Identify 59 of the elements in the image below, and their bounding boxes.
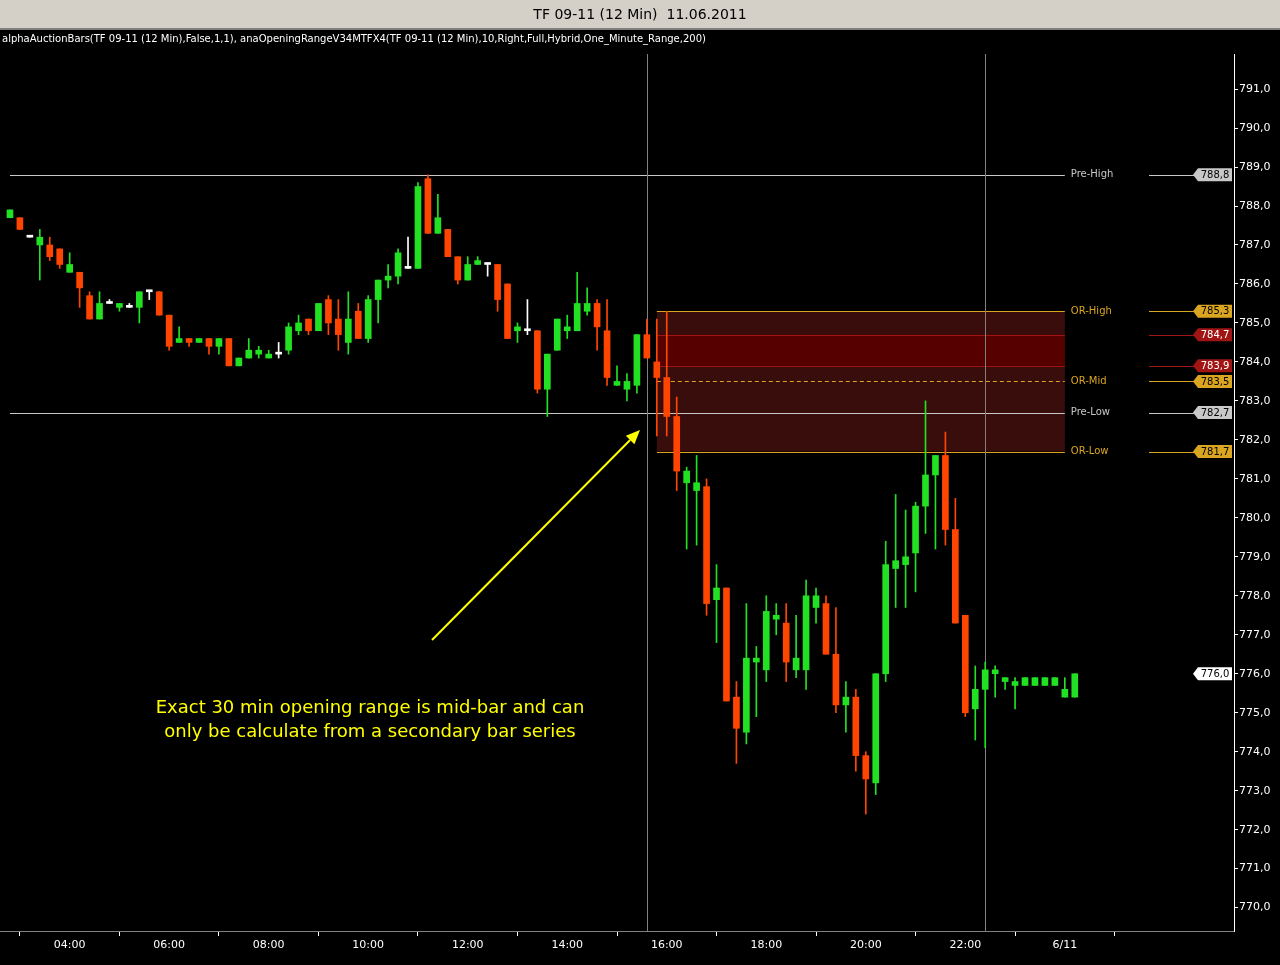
annotation: Exact 30 min opening range is mid-bar and can only be calculate from a secondary bar series xyxy=(155,695,585,741)
candlestick xyxy=(404,236,412,269)
candlestick xyxy=(36,229,44,281)
x-tick-label: 6/11 xyxy=(1052,938,1078,952)
y-tick-label: 785,0 xyxy=(1239,315,1271,329)
y-tick-label: 777,0 xyxy=(1239,627,1271,641)
y-tick-label: 782,0 xyxy=(1239,432,1271,446)
y-tick-label: 771,0 xyxy=(1239,861,1271,875)
candlestick xyxy=(981,661,989,749)
y-tick-label: 787,0 xyxy=(1239,237,1271,251)
y-tick-label: 781,0 xyxy=(1239,471,1271,485)
x-tick-label: 20:00 xyxy=(849,938,882,952)
y-tick-label: 775,0 xyxy=(1239,705,1271,719)
x-tick-label: 04:00 xyxy=(53,938,86,952)
candlestick xyxy=(772,603,780,636)
candlestick xyxy=(752,646,760,717)
candlestick xyxy=(613,365,621,386)
y-tick-label: 779,0 xyxy=(1239,549,1271,563)
y-tick-label: 778,0 xyxy=(1239,588,1271,602)
x-tick-label: 18:00 xyxy=(750,938,783,952)
x-tick-label: 16:00 xyxy=(650,938,683,952)
y-tick-label: 770,0 xyxy=(1239,900,1271,914)
y-tick-label: 791,0 xyxy=(1239,81,1271,95)
x-tick-label: 22:00 xyxy=(949,938,982,952)
y-tick-label: 774,0 xyxy=(1239,744,1271,758)
ref-line-label: 783,9 xyxy=(1200,359,1230,371)
ref-line-label: 781,7 xyxy=(1200,445,1230,457)
candlestick xyxy=(145,289,153,300)
y-tick-label: 776,0 xyxy=(1239,666,1271,680)
ref-line-label: OR-Low xyxy=(1070,445,1109,457)
ref-line-label: OR-High xyxy=(1070,304,1112,316)
annotation: 776,0 xyxy=(1200,667,1230,679)
y-tick-label: 790,0 xyxy=(1239,120,1271,134)
candlestick xyxy=(653,318,661,437)
ref-line-label: OR-Mid xyxy=(1070,375,1107,387)
chart-subtitle: alphaAuctionBars(TF 09-11 (12 Min),False,1,1), anaOpeningRangeV34MTFX4(TF 09-11 (12 Min),10,Right,Full,Hybrid,One_Minute_Range,200) xyxy=(2,33,706,44)
ref-line-label: 783,5 xyxy=(1200,375,1230,387)
y-tick-label: 788,0 xyxy=(1239,198,1271,212)
ref-line-label: Pre-Low xyxy=(1070,406,1111,418)
chart-title: TF 09-11 (12 Min) 11.06.2011 xyxy=(0,0,1280,30)
ref-line-label: 782,7 xyxy=(1200,406,1230,418)
x-tick-label: 12:00 xyxy=(451,938,484,952)
y-tick-label: 780,0 xyxy=(1239,510,1271,524)
ref-line-label: Pre-High xyxy=(1070,168,1114,180)
y-tick-label: 773,0 xyxy=(1239,783,1271,797)
y-tick-label: 786,0 xyxy=(1239,276,1271,290)
y-tick-label: 772,0 xyxy=(1239,822,1271,836)
ref-line-label: 785,3 xyxy=(1200,305,1230,317)
ref-line-label: 784,7 xyxy=(1200,328,1230,340)
x-tick-label: 06:00 xyxy=(153,938,186,952)
y-tick-label: 783,0 xyxy=(1239,393,1271,407)
x-tick-label: 08:00 xyxy=(252,938,285,952)
candlestick xyxy=(563,314,571,339)
x-tick-label: 10:00 xyxy=(352,938,385,952)
y-tick-label: 784,0 xyxy=(1239,354,1271,368)
ref-line-label: 788,8 xyxy=(1200,168,1230,180)
y-tick-label: 789,0 xyxy=(1239,159,1271,173)
candlestick xyxy=(1011,677,1019,710)
x-tick-label: 14:00 xyxy=(551,938,584,952)
